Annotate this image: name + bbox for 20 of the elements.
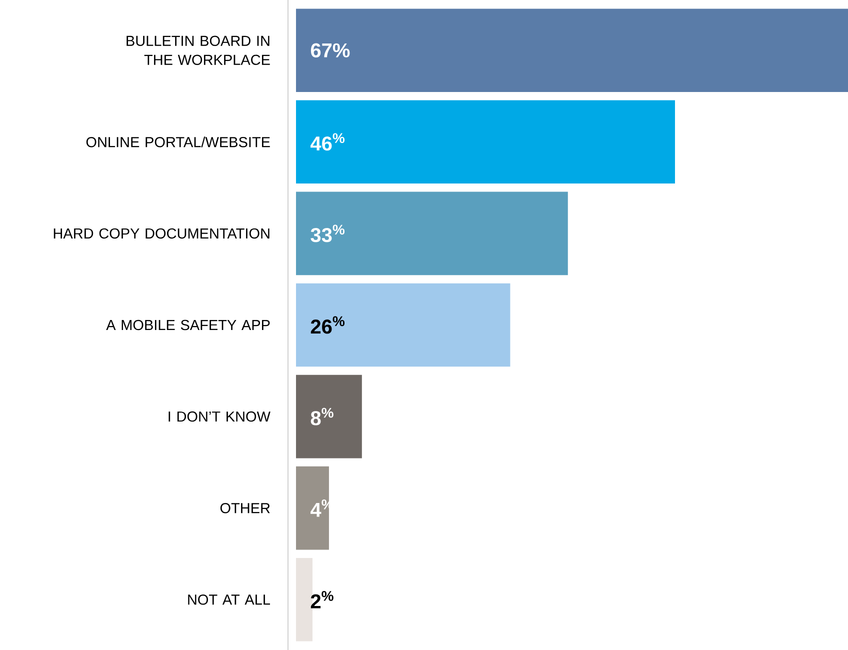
y-tick-label: HARD COPY DOCUMENTATION — [54, 228, 270, 239]
data-label: 67% — [310, 43, 350, 58]
bar — [296, 558, 312, 642]
data-label: 8$^{%}$ — [310, 408, 334, 426]
data-label: 26$^{%}$ — [310, 316, 345, 334]
y-tick-label: ONLINE PORTAL/WEBSITE — [86, 136, 270, 148]
data-label: 46$^{%}$ — [310, 133, 345, 151]
bar — [296, 100, 675, 184]
data-label: 2$^{%}$ — [310, 591, 334, 608]
bar — [296, 283, 510, 367]
bar — [296, 466, 329, 550]
y-tick-label: OTHER — [220, 502, 270, 514]
y-tick-label: NOT AT ALL — [188, 594, 270, 605]
y-tick-label: I DON’T KNOW — [168, 411, 270, 422]
bar — [296, 8, 848, 92]
data-label: 33$^{%}$ — [310, 224, 345, 242]
bar — [296, 374, 362, 458]
bar — [296, 192, 568, 276]
y-tick-label: BULLETIN BOARD IN THE WORKPLACE — [126, 36, 270, 65]
y-tick-label: A MOBILE SAFETY APP — [106, 320, 270, 330]
